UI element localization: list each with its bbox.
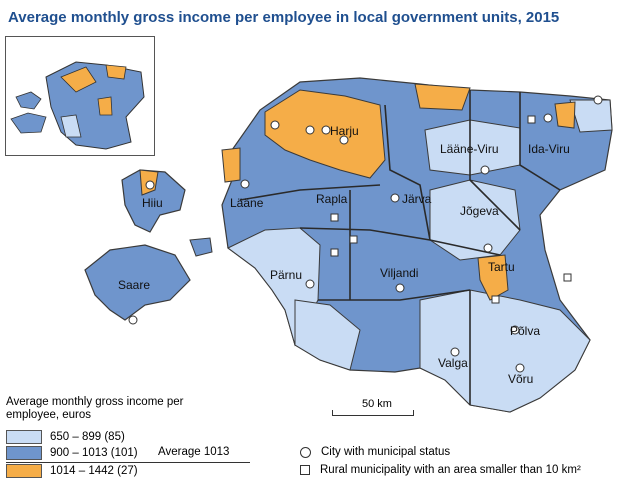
region-east-high [554, 101, 576, 129]
rural-square-icon [300, 465, 310, 475]
muhu-island [189, 237, 213, 257]
legend-city-label: City with municipal status [321, 446, 451, 458]
county-label-polva: Põlva [510, 324, 541, 338]
saare-island [84, 244, 191, 321]
legend-label-high: 1014 – 1442 (27) [50, 465, 138, 477]
county-label-laane-viru: Lääne-Viru [440, 142, 499, 156]
legend-swatch-low [6, 430, 42, 444]
region-tartu-high [477, 254, 509, 301]
scale-bar [332, 410, 414, 416]
map-title: Average monthly gross income per employe… [8, 9, 560, 26]
legend-rural-label: Rural municipality with an area smaller … [320, 464, 581, 476]
region-southwest-low [294, 299, 361, 371]
average-line [6, 462, 250, 463]
county-label-laane: Lääne [230, 196, 264, 210]
region-west-high [221, 147, 241, 183]
city-circle-icon [300, 446, 311, 458]
city-markers [128, 95, 603, 373]
county-label-valga: Valga [438, 356, 468, 370]
region-south-low [419, 289, 591, 413]
legend-swatch-mid [6, 446, 42, 460]
legend-item-low: 650 – 899 (85) [6, 430, 125, 444]
region-northcoast-high [414, 83, 471, 111]
county-label-hiiu: Hiiu [142, 196, 163, 210]
region-jogeva-low [429, 179, 521, 261]
legend-average: Average 1013 [158, 446, 230, 458]
legend-title: Average monthly gross income per employe… [6, 396, 184, 421]
legend-label-mid: 900 – 1013 (101) [50, 447, 138, 459]
county-label-saare: Saare [118, 278, 151, 292]
rural-markers [330, 115, 572, 304]
legend-item-mid: 900 – 1013 (101) [6, 446, 138, 460]
county-label-jogeva: Jõgeva [460, 204, 499, 218]
inset-map-graphic [10, 61, 145, 150]
county-label-tartu: Tartu [488, 260, 515, 274]
county-label-harju: Harju [330, 124, 359, 138]
county-label-rapla: Rapla [316, 192, 348, 206]
legend-city-symbol: City with municipal status [300, 446, 450, 458]
inset-map [5, 36, 155, 156]
legend-label-low: 650 – 899 (85) [50, 431, 125, 443]
county-label-parnu: Pärnu [270, 268, 303, 282]
legend-rural-symbol: Rural municipality with an area smaller … [300, 464, 581, 476]
county-label-ida-viru: Ida-Viru [528, 142, 570, 156]
county-label-viljandi: Viljandi [380, 266, 419, 280]
county-label-jarva: Järva [402, 192, 432, 206]
county-borders [239, 90, 561, 405]
scale-label: 50 km [362, 398, 392, 410]
legend-item-high: 1014 – 1442 (27) [6, 464, 138, 478]
county-label-voru: Võru [508, 372, 534, 386]
legend-swatch-high [6, 464, 42, 478]
